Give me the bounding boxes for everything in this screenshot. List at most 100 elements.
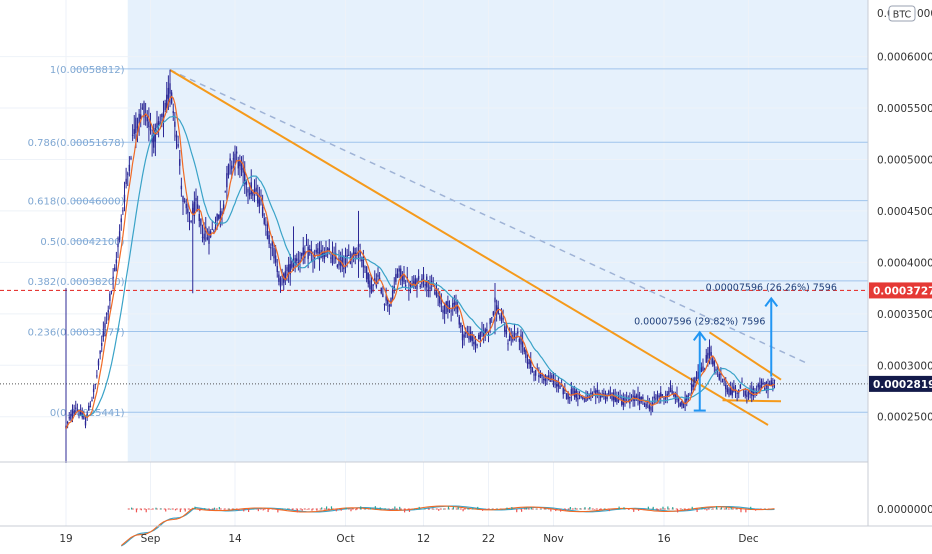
candle-body — [476, 344, 478, 346]
candle-body — [398, 268, 400, 272]
candle-body — [681, 400, 683, 406]
candle-body — [495, 305, 498, 313]
candle-body — [328, 248, 330, 251]
candle-body — [507, 343, 509, 345]
osc-histogram-bar — [525, 507, 528, 510]
candle-body — [539, 372, 542, 378]
osc-histogram-bar — [603, 508, 606, 510]
candle-body — [504, 326, 506, 332]
candle-body — [650, 406, 652, 411]
candle-body — [136, 126, 139, 128]
fib-level-label: 1(0.00058812) — [50, 65, 125, 76]
candle-body — [720, 373, 722, 375]
candle-body — [200, 218, 202, 226]
candle-body — [317, 248, 319, 254]
candle-body — [286, 267, 288, 272]
projected-trendline[interactable] — [169, 69, 808, 364]
candle-body — [456, 306, 459, 313]
osc-histogram-bar — [740, 509, 742, 513]
candle-body — [572, 388, 574, 396]
trendline[interactable] — [169, 69, 769, 426]
candle-body — [736, 392, 738, 394]
candle-body — [617, 399, 620, 402]
osc-histogram-bar — [287, 508, 289, 510]
candle-body — [369, 280, 371, 289]
x-tick-label: 14 — [228, 533, 242, 545]
osc-histogram-bar — [379, 507, 381, 510]
candle-body — [744, 391, 746, 396]
osc-histogram-bar — [350, 509, 352, 512]
candle-body — [708, 346, 711, 356]
candle-body — [749, 392, 751, 395]
candle-body — [175, 134, 178, 138]
oscillator-line-a — [120, 505, 775, 546]
osc-histogram-bar — [642, 509, 645, 511]
trendlines[interactable] — [0, 69, 868, 426]
candle-body — [354, 252, 356, 256]
candle-body — [244, 169, 246, 185]
candle-body — [768, 383, 771, 385]
resistance-price-tag[interactable] — [869, 282, 932, 299]
candle-body — [447, 301, 449, 312]
candle-body — [549, 379, 551, 382]
candle-body — [627, 400, 629, 402]
trendline[interactable] — [708, 331, 782, 381]
osc-histogram-bar — [677, 509, 679, 513]
candle-body — [66, 422, 69, 424]
osc-histogram-bar — [413, 508, 415, 510]
candle-body — [429, 286, 431, 289]
candle-body — [668, 391, 670, 395]
candle-body — [231, 165, 233, 170]
candle-body — [252, 192, 254, 196]
last-price-tag[interactable] — [869, 375, 932, 392]
candle-body — [211, 228, 213, 230]
currency-badge[interactable] — [888, 5, 916, 22]
osc-axis-label: 0.00000000 — [877, 504, 932, 516]
candle-body — [453, 302, 456, 305]
candle-body — [281, 275, 283, 277]
osc-histogram-bar — [209, 509, 211, 511]
osc-histogram-bar — [486, 509, 489, 510]
candle-body — [149, 126, 152, 131]
measure-label: 0.00007596 (26.26%) 7596 — [706, 282, 837, 293]
candle-body — [180, 185, 183, 190]
measurement-tools[interactable]: 0.00007596 (29.82%) 7596 0.00007596 (26.2… — [634, 282, 837, 412]
candle-body — [130, 157, 132, 159]
candle-body — [253, 189, 256, 194]
candle-body — [546, 376, 548, 378]
candle-body — [739, 384, 742, 389]
candle-body — [278, 274, 280, 282]
candle-body — [232, 158, 235, 160]
candle-body — [305, 244, 308, 246]
osc-histogram-bar — [447, 506, 450, 510]
candle-body — [422, 274, 425, 281]
osc-histogram-bar — [394, 506, 396, 510]
candle-body — [564, 389, 566, 391]
candle-body — [499, 315, 501, 319]
candle-body — [520, 334, 522, 345]
candle-body — [341, 255, 343, 267]
osc-histogram-bar — [511, 507, 513, 510]
osc-histogram-bar — [170, 508, 172, 510]
osc-histogram-bar — [706, 509, 708, 511]
osc-histogram-bar — [262, 509, 264, 511]
candle-body — [323, 252, 326, 259]
candle-body — [359, 250, 361, 256]
candle-body — [78, 413, 80, 415]
candle-body — [315, 250, 317, 253]
candle-body — [234, 153, 236, 163]
candle-body — [586, 393, 589, 395]
candle-body — [755, 391, 758, 394]
osc-histogram-bar — [594, 509, 596, 510]
candle-body — [583, 397, 586, 399]
candle-body — [404, 284, 407, 287]
candle-body — [430, 281, 433, 283]
osc-histogram-bar — [257, 509, 259, 512]
osc-histogram-bar — [506, 507, 508, 510]
candle-body — [206, 237, 209, 240]
measure-label: 0.00007596 (29.82%) 7596 — [634, 316, 765, 327]
candle-body — [89, 406, 92, 408]
